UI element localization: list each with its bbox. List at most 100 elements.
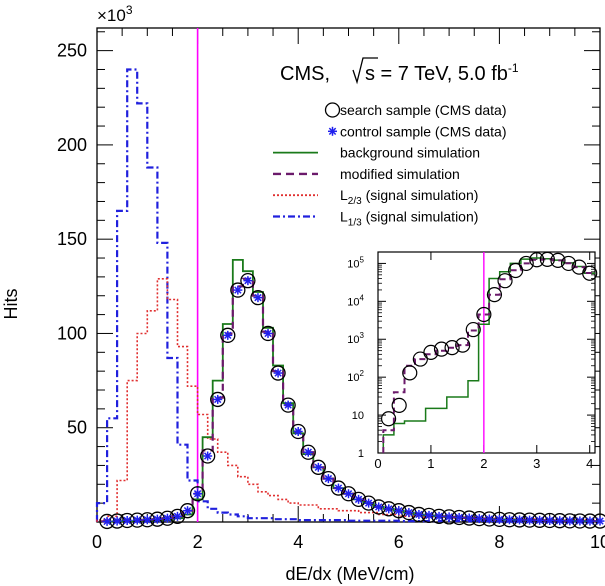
control-sample-point (263, 328, 273, 338)
search-sample-point (381, 501, 397, 517)
star-stroke (465, 514, 473, 522)
legend-marker-star (328, 126, 337, 136)
star-stroke (284, 401, 292, 409)
inset-y-tick-base: 10 (347, 296, 359, 308)
inset-search-point (529, 252, 545, 268)
search-sample-point (360, 495, 377, 511)
main-plot: 024681050100150200250 (57, 27, 605, 552)
inset-y-tick-base: 10 (347, 258, 359, 270)
y-tick-label: 150 (57, 229, 87, 249)
legend-label-sub: 2/3 (348, 196, 362, 207)
x-tick-label: 0 (92, 532, 102, 552)
search-sample-point (210, 391, 226, 408)
y-tick-label: 50 (67, 418, 87, 438)
inset-search-point (465, 321, 481, 338)
search-sample-point (159, 510, 176, 526)
control-sample-point (303, 447, 313, 457)
control-sample-point (223, 330, 233, 340)
star-stroke (425, 511, 433, 520)
legend-label-rest: (signal simulation) (362, 187, 479, 203)
search-sample-point (391, 503, 407, 519)
search-sample-point (270, 365, 286, 381)
legend-label-sub: 1/3 (348, 218, 362, 229)
inset-search-point (518, 255, 534, 272)
inset-search-point (486, 287, 503, 303)
search-sample-point (260, 325, 276, 342)
control-sample-point (344, 489, 353, 499)
y-tick-label: 200 (57, 135, 87, 155)
inset-search-point (423, 344, 439, 360)
inset-y-tick-label: 102 (347, 369, 364, 384)
star-stroke (224, 331, 232, 340)
x-tick-label: 8 (494, 532, 504, 552)
inset-search-point (402, 365, 418, 381)
star-stroke (586, 517, 594, 525)
control-sample-point (102, 516, 112, 526)
star-stroke (214, 395, 222, 404)
control-sample-point (233, 285, 243, 295)
cms-label: CMS, (280, 63, 330, 85)
star-stroke (173, 512, 182, 521)
inset-search-point (582, 265, 598, 281)
control-sample-point (152, 514, 162, 524)
search-sample-point (401, 504, 417, 521)
legend-label: background simulation (340, 145, 480, 161)
inset-y-tick-exp: 3 (360, 331, 365, 340)
control-sample-point (172, 511, 182, 521)
control-sample-point (243, 276, 253, 286)
star-stroke (244, 276, 252, 285)
search-sample-point (411, 506, 427, 523)
control-sample-point (213, 394, 223, 404)
star-stroke (515, 516, 524, 524)
star-stroke (143, 516, 152, 524)
control-sample-point (193, 489, 203, 499)
star-stroke (596, 517, 604, 525)
series-modified (100, 277, 600, 523)
control-sample-point (515, 515, 525, 525)
control-sample-point (454, 512, 464, 522)
inset-x-tick-label: 4 (586, 456, 593, 471)
star-stroke (405, 508, 413, 517)
control-sample-point (162, 513, 172, 523)
search-sample-point (280, 397, 296, 413)
star-stroke (163, 514, 172, 522)
search-sample-point (421, 507, 437, 524)
inset-x-tick-label: 1 (427, 456, 434, 471)
y-tick-label: 100 (57, 323, 87, 343)
star-stroke (324, 474, 333, 483)
x-axis-label: dE/dx (MeV/cm) (285, 564, 414, 584)
inset-y-tick-exp: 2 (360, 369, 365, 378)
inset-y-tick-label: 10 (352, 410, 364, 422)
legend-label: modified simulation (340, 166, 460, 182)
star-stroke (525, 516, 534, 524)
legend-label: search sample (CMS data) (340, 102, 507, 118)
control-sample-point (575, 516, 585, 526)
x-tick-label: 10 (590, 532, 605, 552)
star-stroke (576, 517, 584, 525)
inset-y-tick-label: 103 (347, 331, 364, 346)
inset-y-tick-exp: 4 (360, 293, 365, 302)
inset-y-tick-exp: 5 (360, 255, 365, 264)
energy-label: s = 7 TeV, 5.0 fb-1 (365, 61, 519, 85)
star-stroke (354, 495, 363, 504)
control-sample-point (374, 502, 384, 512)
control-sample-point (504, 515, 514, 525)
inset-search-point (508, 262, 524, 279)
search-sample-point (189, 486, 206, 502)
control-sample-point (354, 494, 364, 504)
series-l13 (95, 68, 600, 523)
inset-series-modified (382, 258, 595, 453)
star-stroke (113, 517, 121, 525)
legend: search sample (CMS data) control sample (… (273, 102, 507, 229)
inset-search-point (550, 252, 566, 269)
legend-item: search sample (CMS data) (324, 102, 507, 118)
star-stroke (314, 463, 323, 472)
experiment-label: CMS, s = 7 TeV, 5.0 fb-1 (280, 57, 519, 85)
legend-label-main: L (340, 209, 348, 225)
star-stroke (485, 515, 494, 523)
star-stroke (274, 369, 282, 377)
star-stroke (545, 516, 554, 525)
control-sample-point (183, 506, 193, 516)
